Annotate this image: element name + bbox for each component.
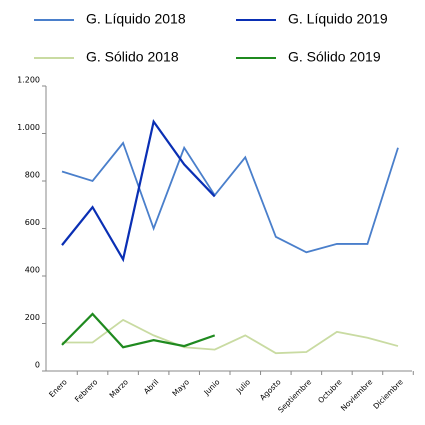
x-tick-label: Junio <box>201 377 221 397</box>
legend-label: G. Líquido 2018 <box>86 11 186 27</box>
x-tick-label: Abril <box>142 377 160 395</box>
legend-label: G. Líquido 2019 <box>288 11 388 27</box>
y-tick-label: 1.000 <box>17 123 40 132</box>
y-tick-label: 200 <box>25 313 40 322</box>
x-tick-label: Mayo <box>170 377 191 398</box>
x-tick-label: Octubre <box>316 377 344 405</box>
series-line <box>61 118 216 263</box>
y-tick-label: 1.200 <box>17 76 40 85</box>
x-tick-label: Enero <box>47 377 69 399</box>
x-tick-label: Julio <box>234 377 252 395</box>
y-tick-label: 600 <box>25 218 40 227</box>
series-line <box>61 312 216 349</box>
x-tick-label: Septiembre <box>276 377 313 414</box>
series-line <box>62 318 399 355</box>
y-tick-label: 800 <box>25 171 40 180</box>
x-tick-label: Febrero <box>73 377 100 404</box>
legend-label: G. Sólido 2019 <box>288 49 381 65</box>
x-tick-label: Noviembre <box>339 377 375 413</box>
y-tick-label: 0 <box>35 361 40 370</box>
legend-label: G. Sólido 2018 <box>86 49 179 65</box>
series-line <box>61 141 399 254</box>
x-tick-label: Marzo <box>108 377 131 400</box>
y-tick-label: 400 <box>25 266 40 275</box>
x-tick-label: Diciembre <box>371 377 405 411</box>
x-tick-label: Agosto <box>258 377 283 402</box>
